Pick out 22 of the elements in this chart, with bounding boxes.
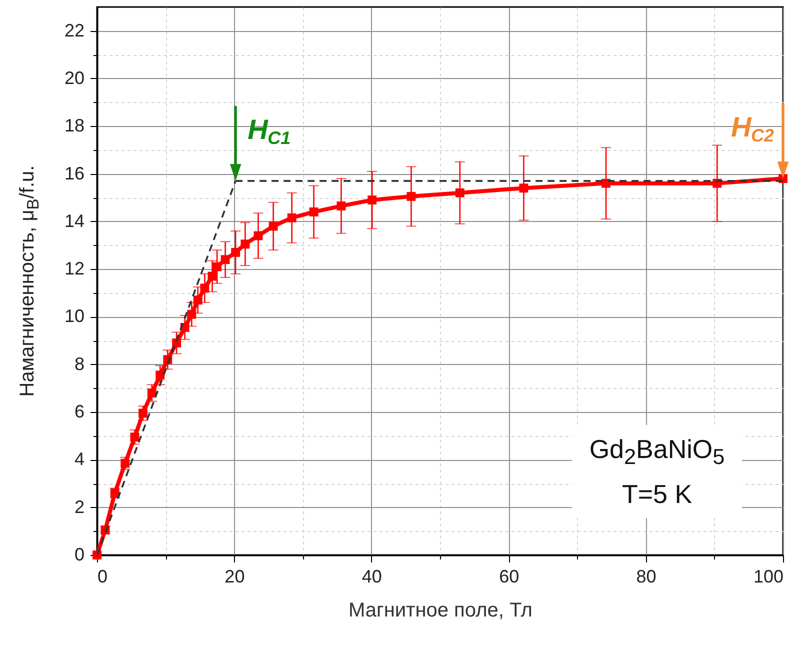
y-tick-label: 6	[74, 402, 84, 422]
annotation: T=5 K	[620, 478, 694, 511]
y-tick-label: 8	[74, 354, 84, 374]
x-tick-label: 80	[636, 566, 656, 586]
annotation: Gd$_{2}$BaNiO$_{5}$	[588, 433, 726, 472]
x-tick-label: 60	[499, 566, 520, 586]
x-axis-title: Магнитное поле, Тл	[348, 600, 532, 622]
y-tick-label: 10	[64, 306, 84, 326]
x-tick-label: 20	[224, 566, 245, 586]
y-tick-label: 18	[64, 116, 84, 136]
y-tick-label: 0	[74, 544, 84, 564]
y-tick-label: 20	[64, 68, 84, 88]
x-tick-label: 0	[98, 566, 108, 586]
y-tick-label: 14	[64, 210, 84, 231]
y-tick-label: 12	[64, 258, 84, 279]
x-tick-label: 40	[362, 566, 382, 586]
y-tick-label: 4	[74, 449, 84, 470]
y-tick-label: 2	[74, 496, 84, 517]
inset-label: Gd$_{2}$BaNiO$_{5}$ T=5 K	[572, 425, 742, 518]
y-tick-label: 16	[64, 163, 84, 184]
y-tick-label: 22	[64, 20, 84, 40]
x-tick-label: 100	[753, 566, 784, 586]
